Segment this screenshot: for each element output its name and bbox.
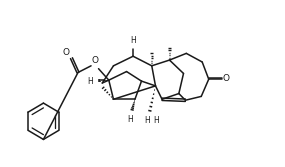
Text: H: H — [144, 117, 150, 125]
Text: H: H — [127, 115, 133, 124]
Text: O: O — [223, 74, 230, 83]
Text: O: O — [62, 48, 69, 57]
Text: H: H — [130, 36, 136, 45]
Text: H: H — [87, 77, 93, 86]
Text: O: O — [91, 56, 98, 65]
Text: H: H — [154, 117, 159, 125]
